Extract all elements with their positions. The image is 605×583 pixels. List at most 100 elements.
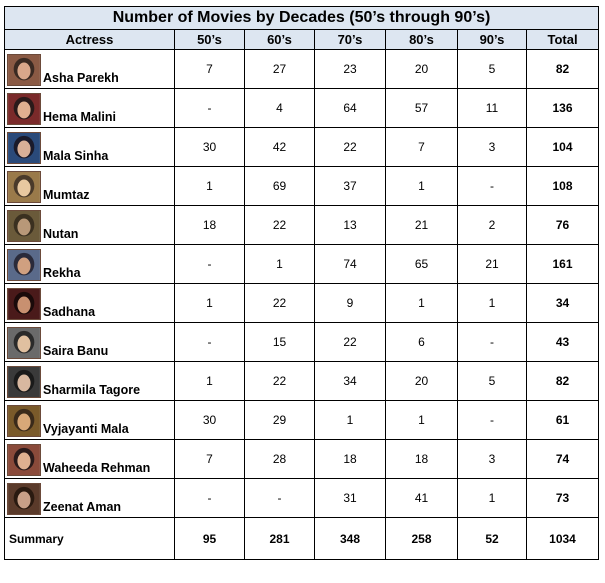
column-header: 60’s [244,29,315,50]
actress-name: Hema Malini [43,110,116,124]
decade-count-cell: 1 [457,478,527,518]
decade-count-cell: 1 [385,283,458,323]
decade-count-cell: 3 [457,127,527,167]
actress-cell: Sadhana [4,283,175,323]
decade-count-cell: - [457,166,527,206]
summary-decade-cell: 95 [174,517,245,560]
decade-count-cell: 22 [244,205,315,245]
decade-count-cell: 64 [314,88,386,128]
table-title: Number of Movies by Decades (50’s throug… [3,6,600,30]
actress-name: Mumtaz [43,188,90,202]
column-header: 80’s [385,29,458,50]
decade-count-cell: 2 [457,205,527,245]
actress-name: Waheeda Rehman [43,461,151,475]
decade-count-cell: 11 [457,88,527,128]
decade-count-cell: 57 [385,88,458,128]
actress-cell: Waheeda Rehman [4,439,175,479]
decade-count-cell: 22 [314,127,386,167]
total-cell: 61 [525,400,600,440]
decade-count-cell: 1 [314,400,386,440]
total-cell: 108 [525,166,600,206]
actress-name: Saira Banu [43,344,109,358]
total-cell: 76 [525,205,600,245]
movies-table-container: Number of Movies by Decades (50’s throug… [3,6,600,560]
decade-count-cell: 27 [244,49,315,89]
decade-count-cell: 1 [174,166,245,206]
actress-name: Sharmila Tagore [43,383,141,397]
table-row: Mala Sinha 30 42 22 7 3 104 [4,127,600,167]
decade-count-cell: 6 [385,322,458,362]
decade-count-cell: 13 [314,205,386,245]
table-row: Rekha -1 74 65 21 161 [4,244,600,284]
decade-count-cell: - [244,478,315,518]
total-cell: 136 [525,88,600,128]
actress-cell: Nutan [4,205,175,245]
actress-cell: Sharmila Tagore [4,361,175,401]
table-row: Sharmila Tagore 1 22 34 20 5 82 [4,361,600,401]
decade-count-cell: 21 [385,205,458,245]
actress-portrait-image [7,288,41,320]
actress-portrait-image [7,171,41,203]
header-row: Actress 50’s 60’s 70’s 80’s 90’s Total [4,29,600,50]
summary-decade-cell: 258 [385,517,458,560]
decade-count-cell: - [457,322,527,362]
actress-cell: Asha Parekh [4,49,175,89]
summary-total-cell: 1034 [525,517,600,560]
column-header: 50’s [174,29,245,50]
decade-count-cell: 9 [314,283,386,323]
decade-count-cell: 18 [385,439,458,479]
column-header: 90’s [457,29,527,50]
movies-by-decade-table: Number of Movies by Decades (50’s throug… [3,6,600,560]
decade-count-cell: 37 [314,166,386,206]
decade-count-cell: 22 [244,361,315,401]
actress-name: Mala Sinha [43,149,109,163]
table-row: Saira Banu -15 22 6-43 [4,322,600,362]
actress-name: Asha Parekh [43,71,119,85]
decade-count-cell: 29 [244,400,315,440]
summary-label: Summary [4,517,175,560]
total-cell: 104 [525,127,600,167]
decade-count-cell: 5 [457,361,527,401]
table-row: Vyjayanti Mala 30 29 1 1-61 [4,400,600,440]
table-row: Waheeda Rehman 7 28 18 18 3 74 [4,439,600,479]
actress-portrait-image [7,54,41,86]
decade-count-cell: 28 [244,439,315,479]
decade-count-cell: 18 [314,439,386,479]
actress-portrait-image [7,405,41,437]
actress-portrait-image [7,444,41,476]
total-cell: 43 [525,322,600,362]
actress-name: Sadhana [43,305,96,319]
decade-count-cell: 65 [385,244,458,284]
actress-cell: Mala Sinha [4,127,175,167]
decade-count-cell: 1 [457,283,527,323]
summary-decade-cell: 52 [457,517,527,560]
actress-name: Rekha [43,266,81,280]
total-cell: 34 [525,283,600,323]
actress-cell: Zeenat Aman [4,478,175,518]
decade-count-cell: - [174,88,245,128]
column-header: 70’s [314,29,386,50]
decade-count-cell: 30 [174,400,245,440]
table-row: Mumtaz 1 69 37 1-108 [4,166,600,206]
decade-count-cell: 5 [457,49,527,89]
total-cell: 74 [525,439,600,479]
total-cell: 82 [525,49,600,89]
actress-portrait-image [7,93,41,125]
total-cell: 161 [525,244,600,284]
decade-count-cell: 20 [385,49,458,89]
actress-portrait-image [7,132,41,164]
decade-count-cell: 30 [174,127,245,167]
summary-decade-cell: 281 [244,517,315,560]
decade-count-cell: 34 [314,361,386,401]
decade-count-cell: 4 [244,88,315,128]
decade-count-cell: 74 [314,244,386,284]
actress-cell: Mumtaz [4,166,175,206]
decade-count-cell: 23 [314,49,386,89]
decade-count-cell: 41 [385,478,458,518]
actress-portrait-image [7,366,41,398]
decade-count-cell: 18 [174,205,245,245]
actress-cell: Rekha [4,244,175,284]
table-row: Sadhana 1 22 9 1 1 34 [4,283,600,323]
actress-cell: Saira Banu [4,322,175,362]
decade-count-cell: 22 [314,322,386,362]
